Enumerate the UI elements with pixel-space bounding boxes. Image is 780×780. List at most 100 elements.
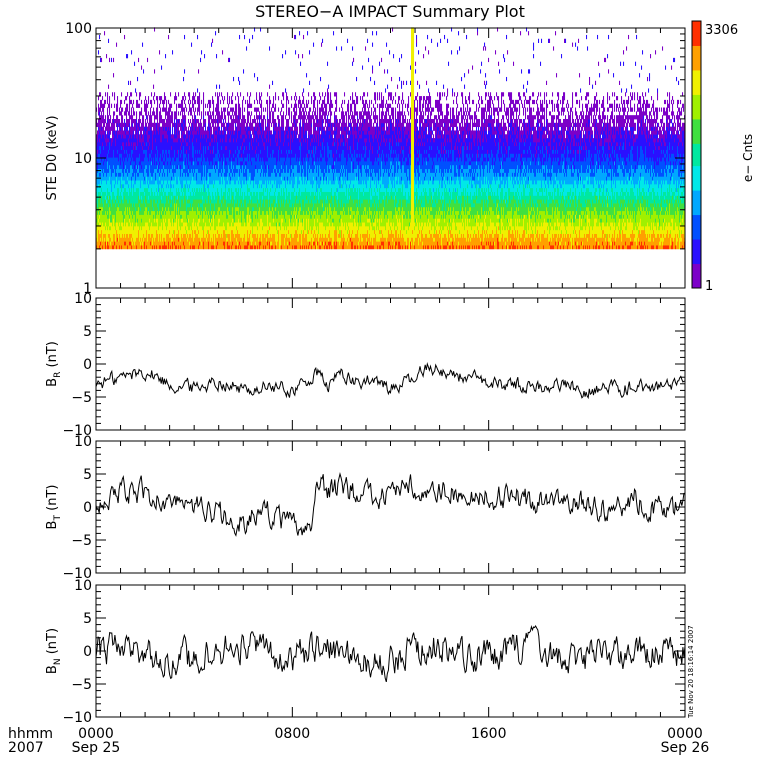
spectrogram-cell <box>223 225 225 231</box>
spectrogram-cell <box>129 187 131 192</box>
spectrogram-cell <box>176 245 178 250</box>
spectrogram-cell <box>136 115 138 120</box>
spectrogram-cell <box>99 157 101 162</box>
spectrogram-cell <box>177 218 179 223</box>
spectrogram-cell <box>100 241 102 246</box>
spectrogram-cell <box>116 218 118 223</box>
spectrogram-cell <box>156 214 158 219</box>
spectrogram-cell <box>157 241 159 246</box>
spectrogram-cell <box>130 168 132 173</box>
spectrogram-cell <box>199 92 201 97</box>
spectrogram-cell <box>109 183 111 189</box>
spectrogram-cell <box>231 134 233 139</box>
spectrogram-cell <box>137 187 139 192</box>
spectrogram-cell <box>230 225 232 231</box>
spectrogram-cell <box>150 214 152 219</box>
spectrogram-cell <box>180 153 182 158</box>
spectrogram-cell <box>144 191 146 196</box>
spectrogram-cell <box>129 164 131 170</box>
spectrogram-cell <box>191 168 193 173</box>
spectrogram-cell <box>222 122 224 128</box>
spectrogram-cell <box>179 145 181 150</box>
spectrogram-cell <box>147 161 149 166</box>
spectrogram-cell <box>163 233 165 238</box>
spectrogram-cell <box>180 218 182 223</box>
spectrogram-cell <box>172 214 174 219</box>
spectrogram-cell <box>178 126 180 131</box>
spectrogram-cell <box>107 141 109 147</box>
spectrogram-cell <box>127 206 129 212</box>
spectrogram-cell <box>220 237 222 242</box>
spectrogram-cell <box>98 183 100 189</box>
spectrogram-cell <box>146 222 148 227</box>
spectrogram-cell <box>166 183 168 189</box>
spectrogram-cell <box>122 218 124 223</box>
spectrogram-cell <box>121 218 123 223</box>
spectrogram-cell <box>194 161 196 166</box>
spectrogram-cell <box>181 164 183 170</box>
spectrogram-cell <box>109 222 111 227</box>
spectrogram-cell <box>167 126 169 131</box>
spectrogram-cell <box>157 214 159 219</box>
spectrogram-cell <box>145 141 147 147</box>
spectrogram-cell <box>102 195 104 200</box>
spectrogram-cell <box>145 138 147 143</box>
spectrogram-cell <box>148 111 150 116</box>
spectrogram-cell <box>191 153 193 158</box>
spectrogram-cell <box>211 199 213 204</box>
spectrogram-cell <box>197 111 199 116</box>
spectrogram-cell <box>188 225 190 231</box>
spectrogram-cell <box>192 149 194 154</box>
spectrogram-cell <box>147 145 149 150</box>
spectrogram-cell <box>149 161 151 166</box>
spectrogram-cell <box>208 161 210 166</box>
spectrogram-cell <box>148 222 150 227</box>
spectrogram-cell <box>213 199 215 204</box>
spectrogram-cell <box>108 176 110 181</box>
spectrogram-cell <box>224 126 226 131</box>
spectrogram-cell <box>112 187 114 192</box>
spectrogram-cell <box>166 145 168 150</box>
spectrogram-cell <box>106 126 108 131</box>
spectrogram-cell <box>119 233 121 238</box>
spectrogram-cell <box>186 180 188 185</box>
spectrogram-cell <box>211 195 213 200</box>
spectrogram-cell <box>231 122 233 128</box>
spectrogram-cell <box>214 222 216 227</box>
spectrogram-cell <box>139 122 141 128</box>
spectrogram-cell <box>229 111 231 116</box>
spectrogram-cell <box>225 176 227 181</box>
spectrogram-cell <box>148 126 150 131</box>
spectrogram-cell <box>170 92 172 97</box>
spectrogram-cell <box>111 149 113 154</box>
spectrogram-cell <box>166 153 168 158</box>
spectrogram-cell <box>153 233 155 238</box>
spectrogram-cell <box>164 203 166 208</box>
spectrogram-cell <box>122 233 124 238</box>
spectrogram-cell <box>101 195 103 200</box>
spectrogram-cell <box>203 118 205 124</box>
spectrogram-cell <box>212 145 214 150</box>
spectrogram-cell <box>120 199 122 204</box>
spectrogram-cell <box>124 222 126 227</box>
spectrogram-cell <box>159 218 161 223</box>
spectrogram-cell <box>224 199 226 204</box>
spectrogram-cell <box>170 134 172 139</box>
spectrogram-cell <box>189 168 191 173</box>
spectrogram-cell <box>190 172 192 177</box>
spectrogram-cell <box>158 172 160 177</box>
spectrogram-cell <box>102 103 104 108</box>
spectrogram-cell <box>175 233 177 238</box>
spectrogram-cell <box>217 206 219 212</box>
spectrogram-cell <box>215 31 217 36</box>
spectrogram-cell <box>231 96 233 101</box>
spectrogram-cell <box>185 187 187 192</box>
spectrogram-cell <box>174 229 176 234</box>
spectrogram-cell <box>110 187 112 192</box>
spectrogram-cell <box>185 183 187 189</box>
spectrogram-cell <box>215 161 217 166</box>
spectrogram-cell <box>198 141 200 147</box>
spectrogram-cell <box>158 134 160 139</box>
spectrogram-cell <box>171 161 173 166</box>
spectrogram-cell <box>124 111 126 116</box>
